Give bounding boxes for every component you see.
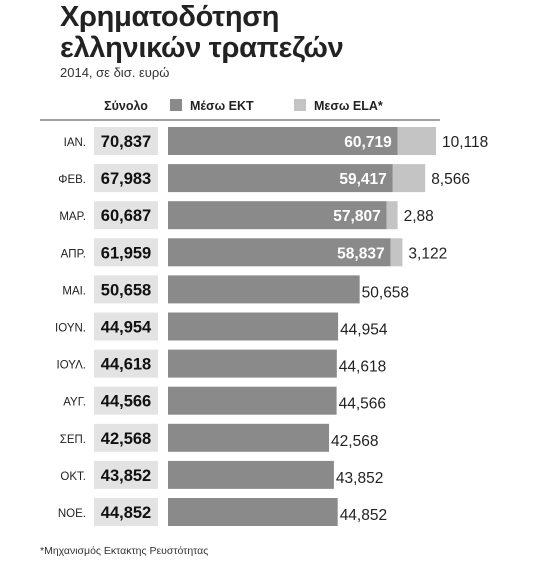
bar-ecb [168, 386, 337, 415]
total-value: 43,852 [101, 467, 151, 485]
bar-ecb [168, 312, 339, 341]
total-value: 44,954 [101, 319, 152, 337]
bar-ecb [168, 349, 337, 378]
total-cell [94, 238, 158, 267]
bar-ela [390, 238, 403, 267]
total-cell [94, 423, 158, 452]
month-label: ΙΟΥΛ. [57, 360, 86, 372]
total-value: 67,983 [101, 170, 151, 188]
title-line-1: Χρηματοδότηση [60, 1, 280, 33]
chart-title: Χρηματοδότηση ελληνικών τραπεζών [60, 1, 344, 64]
bar-ela [397, 127, 436, 155]
bar-ecb-value: 44,566 [339, 396, 386, 413]
month-label: ΝΟΕ. [58, 508, 86, 520]
month-label: ΣΕΠ. [60, 434, 86, 446]
total-cell [94, 275, 158, 304]
total-cell [94, 312, 158, 341]
month-label: ΑΥΓ. [63, 397, 86, 409]
month-label: ΟΚΤ. [60, 471, 86, 483]
total-value: 61,959 [101, 244, 151, 262]
footnote: *Μηχανισμός Εκτακτης Ρευστότητας [40, 545, 209, 557]
chart-header: Σύνολο Μέσω ΕΚΤ Μεσω ELA* [40, 99, 440, 121]
chart-rows: ΙΑΝ. 70,837 60,719 10,118 ΦΕΒ. 67,983 59,417 8,… [55, 127, 488, 526]
total-cell [94, 201, 158, 230]
bar-ecb-value: 57,807 [333, 208, 380, 225]
legend-label-ela: Μεσω ELA* [314, 99, 383, 113]
total-cell [94, 460, 158, 489]
bar-ecb-value: 60,719 [344, 134, 392, 151]
month-label: ΜΑΙ. [62, 285, 86, 297]
legend-label-ecb: Μέσω ΕΚΤ [190, 99, 254, 113]
bar-ecb [168, 460, 334, 489]
bar-ecb [168, 201, 387, 230]
month-label: ΙΟΥΝ. [55, 323, 86, 335]
legend-swatch-ecb [170, 99, 182, 111]
bar-ela-value: 8,566 [431, 171, 470, 188]
bar-ecb-value: 44,954 [340, 322, 388, 339]
total-value: 50,658 [101, 281, 151, 299]
total-value: 60,687 [101, 207, 151, 225]
bar-ecb-value: 44,852 [340, 507, 387, 524]
bar-ecb-value: 43,852 [336, 470, 383, 487]
bar-ela [386, 201, 398, 230]
bar-ela-value: 3,122 [408, 245, 447, 262]
bar-ecb [168, 238, 391, 267]
total-cell [94, 349, 158, 378]
total-value: 70,837 [101, 133, 151, 151]
bar-ecb [168, 423, 330, 452]
bar-ecb-value: 59,417 [339, 171, 386, 188]
bar-ecb [168, 498, 338, 526]
bar-ecb-value: 58,837 [337, 245, 384, 262]
total-cell [94, 127, 158, 155]
total-value: 42,568 [101, 430, 151, 448]
legend-swatch-ela [294, 99, 306, 111]
total-value: 44,618 [101, 356, 151, 374]
month-label: ΙΑΝ. [64, 137, 86, 149]
total-value: 44,852 [101, 504, 151, 522]
title-line-2: ελληνικών τραπεζών [60, 32, 344, 64]
total-value: 44,566 [101, 393, 151, 411]
bar-ela [392, 164, 426, 193]
bar-ecb-value: 42,568 [331, 433, 378, 450]
bar-ecb-value: 44,618 [339, 359, 386, 376]
month-label: ΦΕΒ. [58, 174, 86, 186]
bar-ecb [168, 127, 398, 155]
bar-ecb [168, 275, 360, 304]
total-cell [94, 164, 158, 193]
month-label: ΜΑΡ. [59, 211, 86, 223]
chart-subtitle: 2014, σε δισ. ευρώ [60, 65, 170, 80]
bar-ecb-value: 50,658 [362, 284, 409, 301]
bar-ecb [168, 164, 393, 193]
bar-ela-value: 10,118 [442, 134, 488, 151]
total-cell [94, 386, 158, 415]
month-label: ΑΠΡ. [61, 248, 86, 260]
total-column-header: Σύνολο [104, 99, 148, 113]
bar-ela-value: 2,88 [404, 208, 434, 225]
total-cell [94, 498, 158, 526]
